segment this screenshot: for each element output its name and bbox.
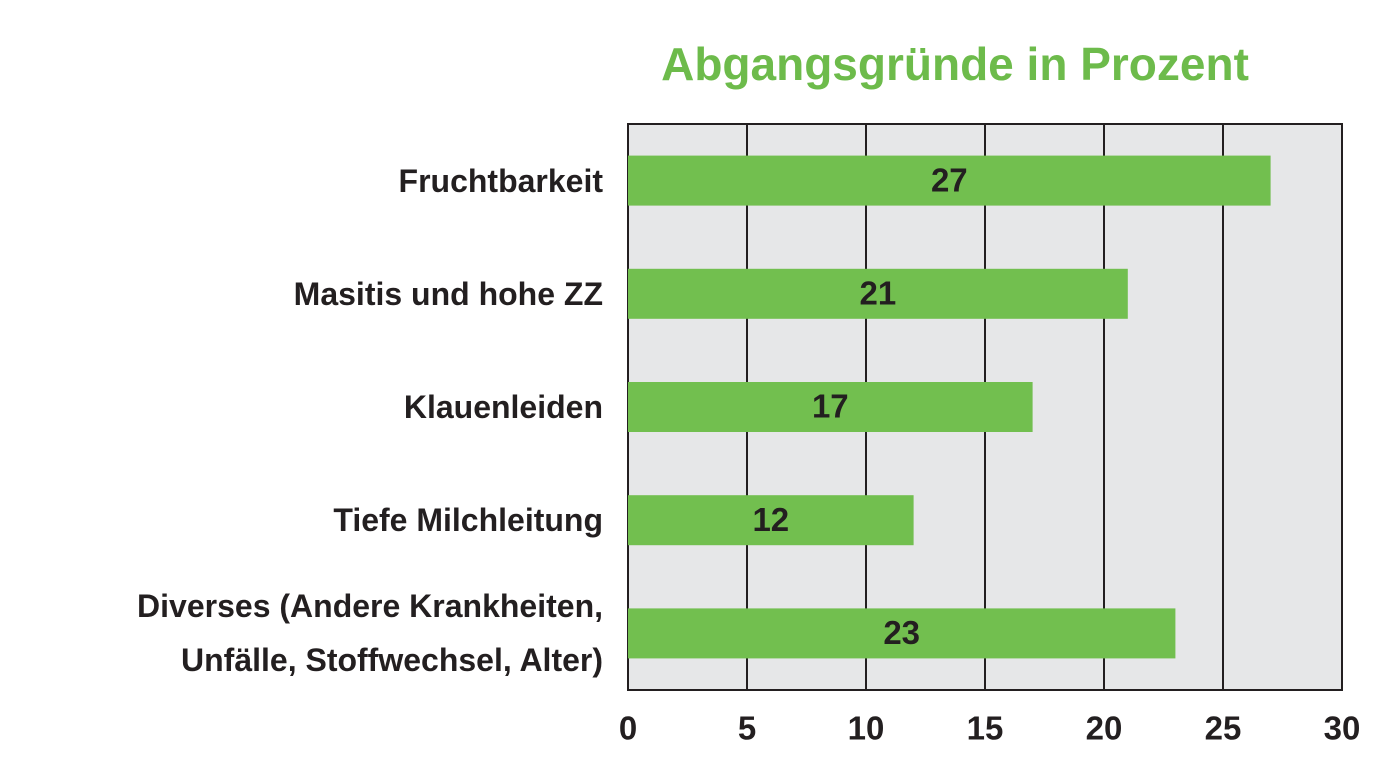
x-tick-label: 20 xyxy=(1086,710,1123,747)
x-tick-label: 10 xyxy=(848,710,885,747)
x-tick-label: 15 xyxy=(967,710,1004,747)
x-tick-label: 30 xyxy=(1324,710,1361,747)
value-label: 23 xyxy=(883,614,920,651)
value-label: 12 xyxy=(752,501,789,538)
bar xyxy=(628,155,1271,206)
value-label: 17 xyxy=(812,388,849,425)
category-label: Fruchtbarkeit xyxy=(398,162,603,199)
value-label: 21 xyxy=(860,275,897,312)
bar xyxy=(628,608,1176,659)
bar xyxy=(628,495,914,546)
x-tick-label: 25 xyxy=(1205,710,1242,747)
bar xyxy=(628,382,1033,432)
bar xyxy=(628,268,1128,319)
category-label: Masitis und hohe ZZ xyxy=(293,275,603,312)
category-label: Klauenleiden xyxy=(403,389,603,425)
value-label: 27 xyxy=(931,161,968,198)
category-label: Tiefe Milchleitung xyxy=(333,502,603,539)
chart-title: Abgangsgründe in Prozent xyxy=(661,38,1249,90)
x-tick-label: 5 xyxy=(738,710,756,747)
category-label: Diverses (Andere Krankheiten, Unfälle, S… xyxy=(137,588,603,679)
x-tick-label: 0 xyxy=(619,710,637,747)
